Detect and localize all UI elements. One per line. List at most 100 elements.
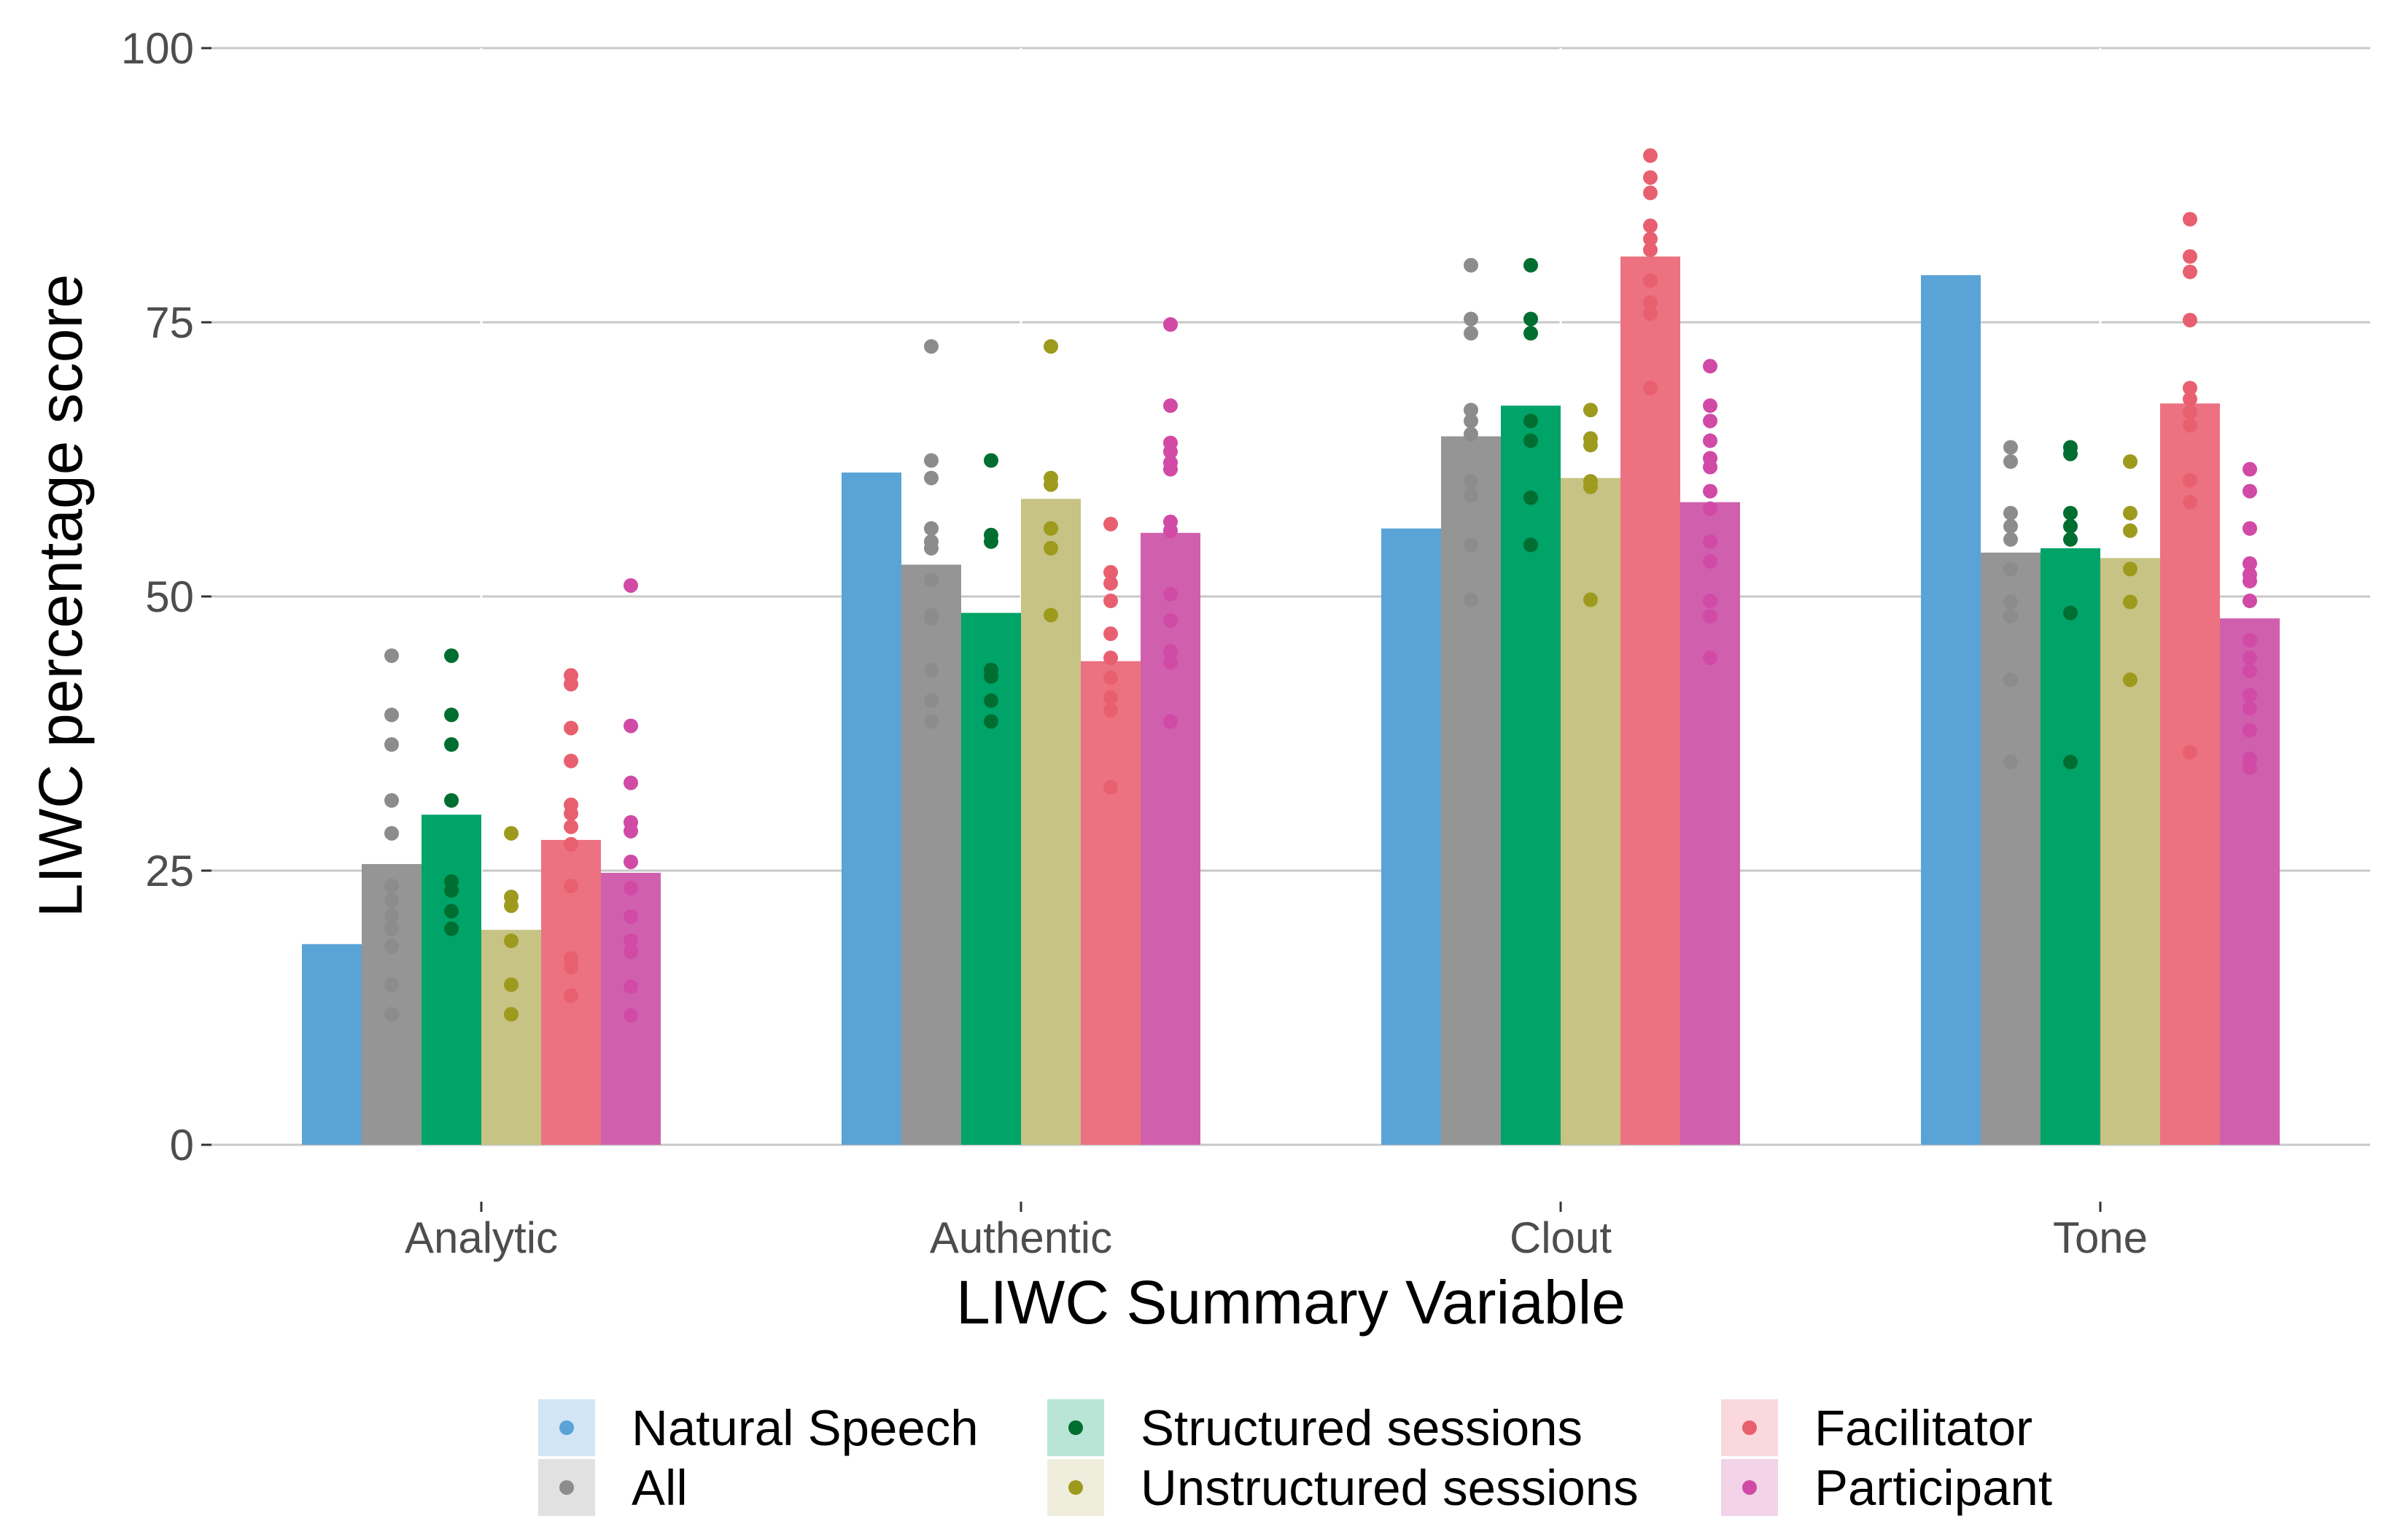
point-facilitator [1103,564,1118,580]
bar-facilitator [1081,661,1141,1145]
point-facilitator [2183,405,2197,420]
legend-dot [1742,1420,1757,1435]
point-facilitator [2183,494,2197,510]
point-all [2003,609,2018,624]
point-structured-sessions [984,534,998,549]
legend-label: Unstructured sessions [1141,1460,1639,1516]
point-unstructured-sessions [1044,339,1058,354]
point-participant [1703,359,1717,374]
point-participant [1703,609,1717,624]
axes: 0 25 50 75 100 Analytic Authentic Clout Tone [121,24,2148,1262]
point-participant [1703,459,1717,475]
bar-natural-speech [302,944,362,1145]
point-all [924,470,939,486]
point-unstructured-sessions [2123,523,2138,538]
y-axis-title: LIWC percentage score [26,274,95,917]
bar-facilitator [1620,256,1680,1145]
point-all [384,908,399,923]
point-all [1464,326,1478,341]
point-structured-sessions [1523,490,1538,505]
point-participant [2243,556,2257,571]
point-facilitator [1103,516,1118,532]
point-unstructured-sessions [1583,479,1598,494]
bar-structured-sessions [422,814,481,1145]
point-all [924,521,939,536]
point-all [2003,672,2018,688]
point-all [1464,537,1478,553]
point-facilitator [2183,381,2197,396]
bar-participant [1141,532,1200,1145]
point-participant [1703,483,1717,499]
point-unstructured-sessions [1583,592,1598,607]
bar-all [1441,436,1501,1145]
point-all [2003,532,2018,547]
point-all [2003,594,2018,610]
bars [302,256,2280,1145]
point-structured-sessions [1523,326,1538,341]
point-participant [2243,664,2257,679]
point-facilitator [564,879,578,894]
point-participant [1163,398,1178,413]
point-all [924,611,939,626]
point-participant [2243,760,2257,775]
point-facilitator [1643,306,1658,321]
legend-dot [1068,1480,1083,1495]
point-unstructured-sessions [504,977,519,992]
legend-label: Participant [1814,1460,2052,1516]
point-participant [1163,655,1178,670]
point-structured-sessions [444,883,459,898]
point-all [384,648,399,664]
point-all [1464,257,1478,273]
legend-label: Natural Speech [632,1400,979,1456]
point-all [384,921,399,936]
point-unstructured-sessions [504,1007,519,1022]
point-unstructured-sessions [1583,402,1598,418]
point-all [1464,474,1478,489]
point-unstructured-sessions [2123,594,2138,610]
point-participant [624,823,638,839]
point-all [2003,505,2018,521]
point-participant [1163,317,1178,332]
bar-structured-sessions [2041,548,2100,1145]
point-participant [624,909,638,925]
point-structured-sessions [444,903,459,919]
point-participant [2243,688,2257,703]
point-facilitator [2183,744,2197,760]
y-tick-label: 100 [121,24,194,73]
point-all [384,892,399,908]
point-all [924,662,939,677]
legend-dot [1742,1480,1757,1495]
point-participant [2243,723,2257,738]
point-structured-sessions [2063,446,2078,462]
point-structured-sessions [444,921,459,936]
legend-dot [559,1480,574,1495]
point-participant [1163,613,1178,629]
point-structured-sessions [984,453,998,468]
point-facilitator [2183,472,2197,488]
bar-unstructured-sessions [481,930,541,1145]
point-facilitator [2183,264,2197,279]
point-participant [1703,534,1717,549]
point-facilitator [564,806,578,821]
point-unstructured-sessions [504,825,519,841]
bar-natural-speech [1381,528,1441,1145]
bar-structured-sessions [961,612,1021,1145]
x-axis-title: LIWC Summary Variable [956,1268,1626,1337]
point-all [384,879,399,894]
bar-all [901,564,961,1145]
point-participant [2243,650,2257,666]
point-facilitator [1643,381,1658,396]
point-facilitator [1103,779,1118,795]
bar-structured-sessions [1501,405,1561,1145]
point-structured-sessions [1523,311,1538,327]
point-facilitator [1103,575,1118,591]
point-unstructured-sessions [1044,477,1058,492]
point-participant [2243,633,2257,648]
point-facilitator [1643,273,1658,288]
point-all [1464,413,1478,429]
point-structured-sessions [2063,755,2078,770]
bar-facilitator [2160,403,2220,1145]
point-unstructured-sessions [2123,672,2138,688]
point-unstructured-sessions [1583,438,1598,453]
point-unstructured-sessions [2123,505,2138,521]
